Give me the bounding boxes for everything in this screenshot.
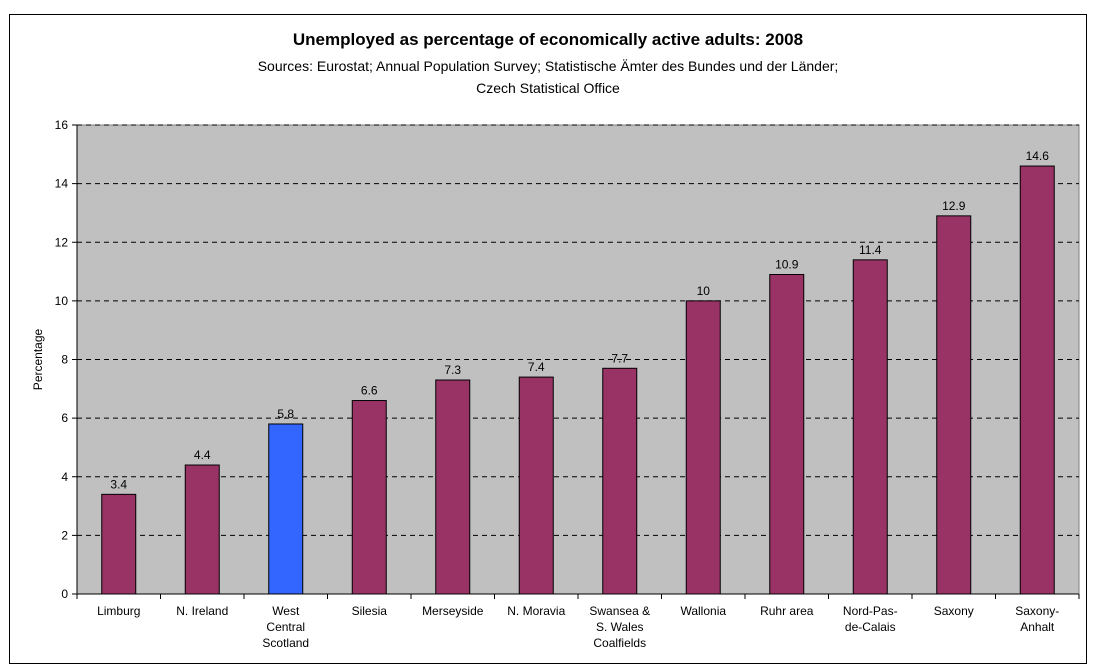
bar [101, 493, 137, 595]
category-label-line: Saxony [934, 604, 974, 618]
data-label: 5.8 [277, 407, 294, 421]
category-labels: Limburg N. Ireland West Central Scotland Sile… [76, 594, 1080, 650]
chart-title: Unemployed as percentage of economically… [292, 30, 804, 49]
category-label: West Central Scotland [262, 604, 309, 650]
y-tick-label: 6 [61, 411, 68, 425]
y-tick-label: 8 [61, 353, 68, 367]
data-label: 3.4 [110, 477, 127, 491]
category-label-line: de-Calais [845, 620, 896, 634]
y-tick-label: 10 [55, 294, 69, 308]
category-label: Nord-Pas-de-Calais [843, 604, 898, 634]
category-label: Wallonia [680, 604, 726, 618]
bar [769, 273, 805, 595]
category-label-line: Coalfields [593, 636, 646, 650]
bars [101, 165, 1055, 595]
category-label-line: Saxony- [1015, 604, 1059, 618]
category-label-line: N. Ireland [176, 604, 228, 618]
y-tick-label: 12 [55, 235, 69, 249]
category-label-line: Scotland [262, 636, 309, 650]
category-label-line: Wallonia [680, 604, 726, 618]
category-label-line: Swansea & [589, 604, 650, 618]
category-label: Limburg [97, 604, 140, 618]
category-label: N. Ireland [176, 604, 228, 618]
y-tick-label: 2 [61, 528, 68, 542]
category-label: N. Moravia [507, 604, 565, 618]
bar [1019, 165, 1055, 595]
category-label-line: Merseyside [422, 604, 484, 618]
category-label: Saxony [934, 604, 974, 618]
data-label: 10.9 [775, 257, 799, 271]
bar [852, 259, 888, 595]
category-label-line: Central [266, 620, 305, 634]
category-label-line: S. Wales [596, 620, 644, 634]
data-label: 11.4 [859, 243, 882, 257]
y-tick-labels: 0 2 4 6 8 10 12 14 16 [55, 118, 77, 601]
category-label: Ruhr area [760, 604, 814, 618]
data-label: 4.4 [194, 448, 211, 462]
bar [685, 300, 721, 595]
data-label: 14.6 [1026, 149, 1050, 163]
data-label: 7.7 [611, 351, 628, 365]
chart-subtitle: Sources: Eurostat; Annual Population Sur… [257, 58, 839, 96]
plot-area [76, 124, 1080, 595]
category-label-line: Ruhr area [760, 604, 814, 618]
y-tick-label: 14 [55, 177, 69, 191]
category-label: Saxony- Anhalt [1015, 604, 1059, 634]
category-label-line: Silesia [352, 604, 388, 618]
category-label-line: Limburg [97, 604, 140, 618]
bar [184, 464, 220, 595]
category-label-line: N. Moravia [507, 604, 565, 618]
data-label: 7.3 [444, 363, 461, 377]
bar [518, 376, 554, 595]
bar [268, 423, 304, 595]
y-axis-label: Percentage [31, 328, 45, 390]
bar [936, 215, 972, 595]
category-label-line: West [272, 604, 300, 618]
data-label: 10 [697, 284, 711, 298]
category-label: Silesia [352, 604, 388, 618]
category-label-line: Anhalt [1020, 620, 1055, 634]
category-label: Merseyside [422, 604, 484, 618]
data-labels: 3.4 4.4 5.8 6.6 7.3 7.4 7.7 10 10.9 11.4 12.9 14.6 [110, 149, 1049, 491]
data-label: 7.4 [528, 360, 545, 374]
bar [435, 379, 471, 595]
category-label: Swansea & S. Wales Coalfields [589, 604, 650, 650]
gridlines [77, 124, 1079, 536]
data-label: 12.9 [942, 199, 966, 213]
category-label-line: Nord-Pas- [843, 604, 898, 618]
bar [602, 367, 638, 595]
y-tick-label: 0 [61, 587, 68, 601]
y-tick-label: 16 [55, 118, 69, 132]
y-tick-label: 4 [61, 470, 68, 484]
data-label: 6.6 [361, 384, 378, 398]
bar [351, 400, 387, 595]
